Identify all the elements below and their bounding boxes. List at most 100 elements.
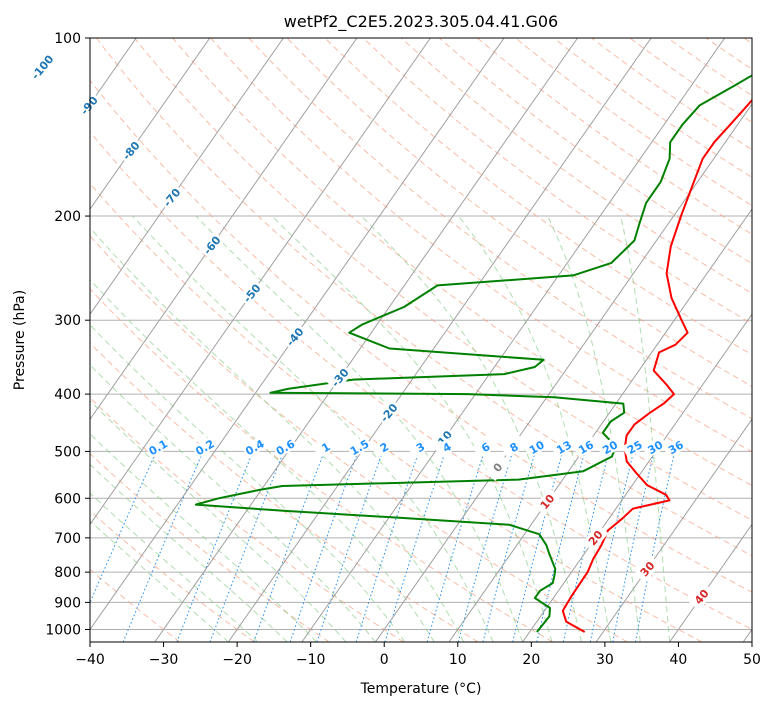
dry-adiabat bbox=[515, 38, 752, 207]
x-tick-label: −10 bbox=[296, 652, 326, 668]
mixing-ratio-line bbox=[536, 451, 586, 642]
isotherm-line bbox=[595, 418, 752, 642]
dry-adiabat bbox=[90, 288, 554, 642]
y-axis-label: Pressure (hPa) bbox=[12, 290, 28, 390]
y-tick-label: 900 bbox=[54, 595, 81, 611]
x-axis-label: Temperature (°C) bbox=[360, 681, 482, 697]
y-tick-label: 300 bbox=[54, 313, 81, 329]
isotherm-label-bg bbox=[198, 231, 225, 259]
dry-adiabat bbox=[438, 38, 752, 265]
isotherm-label-bg bbox=[29, 53, 56, 81]
mixing-ratio-label-bg bbox=[241, 435, 268, 458]
x-axis-ticks: −40 −30 −20 −10 0 10 20 30 40 50 bbox=[75, 642, 761, 668]
isotherm-label-bg bbox=[281, 323, 308, 351]
isotherm-line bbox=[227, 38, 652, 642]
plot-frame bbox=[89, 37, 753, 643]
moist-adiabat bbox=[90, 400, 347, 642]
isotherm-label-bg bbox=[238, 279, 265, 307]
x-tick-label: 20 bbox=[522, 652, 540, 668]
mixing-ratio-label-bg bbox=[433, 435, 460, 458]
mixing-ratio-label-bg bbox=[597, 435, 623, 458]
mixing-ratio-line bbox=[457, 451, 514, 642]
dry-adiabat bbox=[90, 453, 330, 642]
y-tick-label: 400 bbox=[54, 387, 81, 403]
dry-adiabat bbox=[286, 38, 752, 387]
mixing-ratio-line bbox=[209, 451, 285, 642]
mixing-ratio-line bbox=[562, 451, 610, 642]
isotherm-line bbox=[448, 208, 752, 642]
dry-adiabat bbox=[90, 510, 255, 642]
dry-adiabat bbox=[96, 38, 752, 557]
mixing-ratio-label-bg bbox=[145, 435, 171, 458]
dry-adiabat bbox=[90, 182, 703, 642]
isotherm-label-bg bbox=[534, 487, 561, 516]
mixing-ratio-line bbox=[355, 451, 420, 642]
dry-adiabat bbox=[477, 38, 752, 235]
isotherm-line bbox=[90, 38, 284, 316]
x-tick-label: 0 bbox=[380, 652, 389, 668]
moist-adiabat bbox=[90, 279, 435, 642]
y-axis-ticks: 100 200 300 400 500 600 700 800 900 1000 bbox=[45, 31, 90, 638]
mixing-ratio-line bbox=[90, 451, 157, 604]
mixing-ratio-label-bg bbox=[191, 435, 218, 458]
mixing-ratio-label-bg bbox=[621, 435, 648, 458]
mixing-ratio-label-bg bbox=[407, 435, 433, 458]
isotherm-label-bg bbox=[158, 183, 185, 212]
isotherm-line bbox=[669, 523, 752, 642]
moist-adiabat bbox=[458, 215, 612, 642]
mixing-ratio-line bbox=[176, 451, 254, 642]
moist-adiabat bbox=[620, 215, 671, 642]
mixing-ratio-label-bg bbox=[642, 435, 668, 458]
mixing-ratio-label-bg bbox=[371, 435, 397, 458]
moist-adiabat bbox=[547, 215, 641, 642]
isotherm-label-bg bbox=[375, 398, 402, 427]
mixing-ratio-label-bg bbox=[662, 435, 689, 458]
isotherm-label-bg bbox=[75, 91, 103, 120]
series-layer bbox=[194, 74, 752, 633]
dry-adiabat bbox=[90, 79, 752, 593]
y-tick-label: 1000 bbox=[45, 622, 81, 638]
temperature-profile bbox=[561, 98, 752, 633]
mixing-ratio-line bbox=[289, 451, 359, 642]
x-tick-label: 30 bbox=[596, 652, 614, 668]
isotherm-line bbox=[90, 38, 358, 421]
dry-adiabat bbox=[210, 38, 752, 453]
isotherm-label-bg bbox=[326, 363, 353, 392]
y-tick-label: 800 bbox=[54, 565, 81, 581]
isotherm-line bbox=[90, 38, 431, 526]
dry-adiabat bbox=[134, 38, 752, 521]
mixing-ratio-label-bg bbox=[572, 435, 599, 458]
dry-adiabat bbox=[324, 38, 752, 356]
mixing-ratio-label-bg bbox=[550, 435, 577, 458]
isotherm-label-bg bbox=[117, 136, 145, 165]
mixing-ratio-label-bg bbox=[346, 435, 373, 458]
x-tick-label: −30 bbox=[149, 652, 179, 668]
mixing-ratio-label-bg bbox=[472, 435, 499, 458]
mixing-ratio-label-bg bbox=[272, 435, 298, 458]
dry-adiabat bbox=[248, 38, 752, 420]
mixing-ratio-line bbox=[316, 451, 384, 642]
moist-adiabat bbox=[90, 492, 259, 642]
dry-adiabat bbox=[90, 342, 479, 642]
moist-adiabat bbox=[90, 433, 317, 642]
moist-adiabat bbox=[90, 227, 465, 642]
x-tick-label: 10 bbox=[449, 652, 467, 668]
isotherm-line bbox=[375, 103, 752, 642]
moist-adiabat bbox=[132, 215, 494, 642]
x-tick-label: −20 bbox=[222, 652, 252, 668]
isotherm-label-bg bbox=[634, 555, 661, 583]
y-tick-label: 500 bbox=[54, 444, 81, 460]
mixing-ratio-label-bg bbox=[312, 435, 339, 458]
mixing-ratio-line bbox=[122, 451, 204, 642]
x-tick-label: 40 bbox=[670, 652, 688, 668]
x-tick-label: −40 bbox=[75, 652, 105, 668]
mixing-ratio-line bbox=[426, 451, 485, 642]
y-tick-label: 200 bbox=[54, 209, 81, 225]
mixing-ratio-label-bg bbox=[500, 435, 527, 458]
moist-adiabat bbox=[271, 215, 553, 642]
isotherm-label-bg bbox=[484, 453, 511, 482]
y-tick-label: 100 bbox=[54, 31, 81, 47]
mixing-ratio-line bbox=[253, 451, 325, 642]
isotherm-line bbox=[301, 38, 726, 642]
